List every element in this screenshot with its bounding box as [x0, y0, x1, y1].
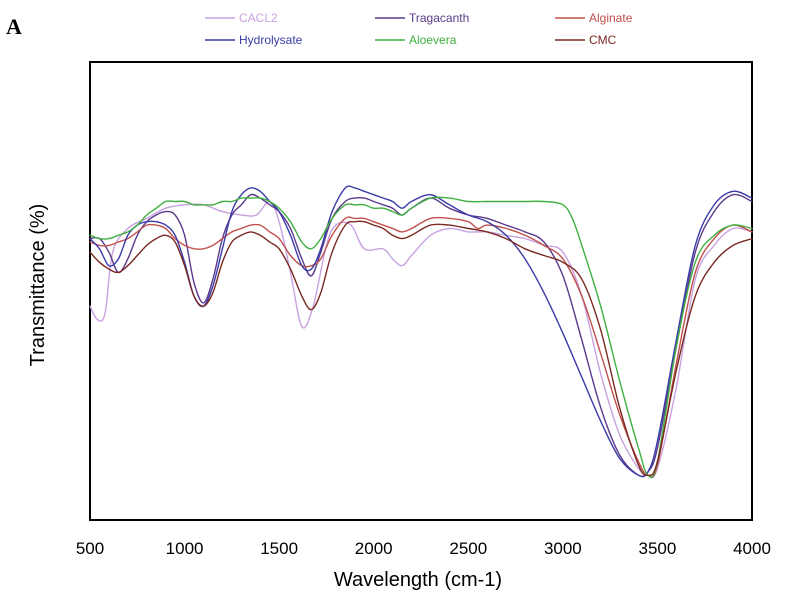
- x-tick-label: 500: [76, 539, 104, 558]
- legend-item-cmc: CMC: [555, 33, 617, 47]
- x-tick-label: 2500: [449, 539, 487, 558]
- series-line-alginate: [89, 216, 753, 479]
- legend-label: CMC: [589, 33, 617, 47]
- legend-label: Alginate: [589, 11, 633, 25]
- x-tick-label: 1000: [166, 539, 204, 558]
- series-layer: [89, 185, 753, 479]
- series-line-cmc: [89, 220, 753, 477]
- x-tick-label: 2000: [355, 539, 393, 558]
- legend-label: Aloevera: [409, 33, 457, 47]
- legend-label: CACL2: [239, 11, 278, 25]
- series-line-hydrolysate: [89, 185, 753, 478]
- x-tick-label: 3500: [639, 539, 677, 558]
- x-tick-label: 1500: [260, 539, 298, 558]
- plot-frame: [89, 61, 753, 521]
- x-axis-title: Wavelength (cm-1): [334, 569, 502, 591]
- panel-label: A: [6, 14, 22, 39]
- series-line-cacl2: [89, 200, 753, 479]
- x-tick-label: 3000: [544, 539, 582, 558]
- legend-item-tragacanth: Tragacanth: [375, 11, 469, 25]
- legend-item-cacl2: CACL2: [205, 11, 278, 25]
- y-axis-title: Transmittance (%): [27, 204, 49, 367]
- series-line-tragacanth: [89, 193, 753, 478]
- legend-item-hydrolysate: Hydrolysate: [205, 33, 303, 47]
- legend-label: Tragacanth: [409, 11, 469, 25]
- x-axis-ticks: 500 1000 1500 2000 2500 3000 3500 4000: [76, 539, 771, 558]
- legend-label: Hydrolysate: [239, 33, 303, 47]
- legend-item-aloevera: Aloevera: [375, 33, 457, 47]
- legend: CACL2 Tragacanth Alginate Hydrolysate Aloeve…: [205, 11, 633, 47]
- x-tick-label: 4000: [733, 539, 771, 558]
- series-line-aloevera: [89, 196, 753, 479]
- legend-item-alginate: Alginate: [555, 11, 633, 25]
